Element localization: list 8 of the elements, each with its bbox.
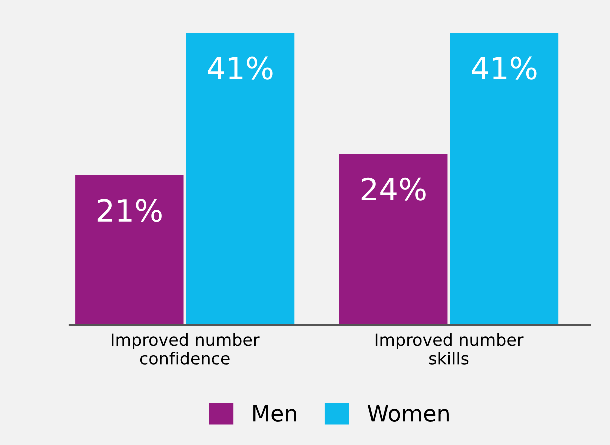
data-label: 41% [208, 56, 273, 80]
data-label: 21% [98, 199, 162, 222]
legend-label: Men [254, 405, 296, 422]
legend-label: Women [368, 405, 449, 422]
x-tick-label: Improved number skills [376, 333, 524, 365]
data-label: 41% [472, 56, 537, 80]
x-tick-label: Improved number confidence [112, 333, 260, 365]
data-label: 24% [362, 178, 426, 201]
